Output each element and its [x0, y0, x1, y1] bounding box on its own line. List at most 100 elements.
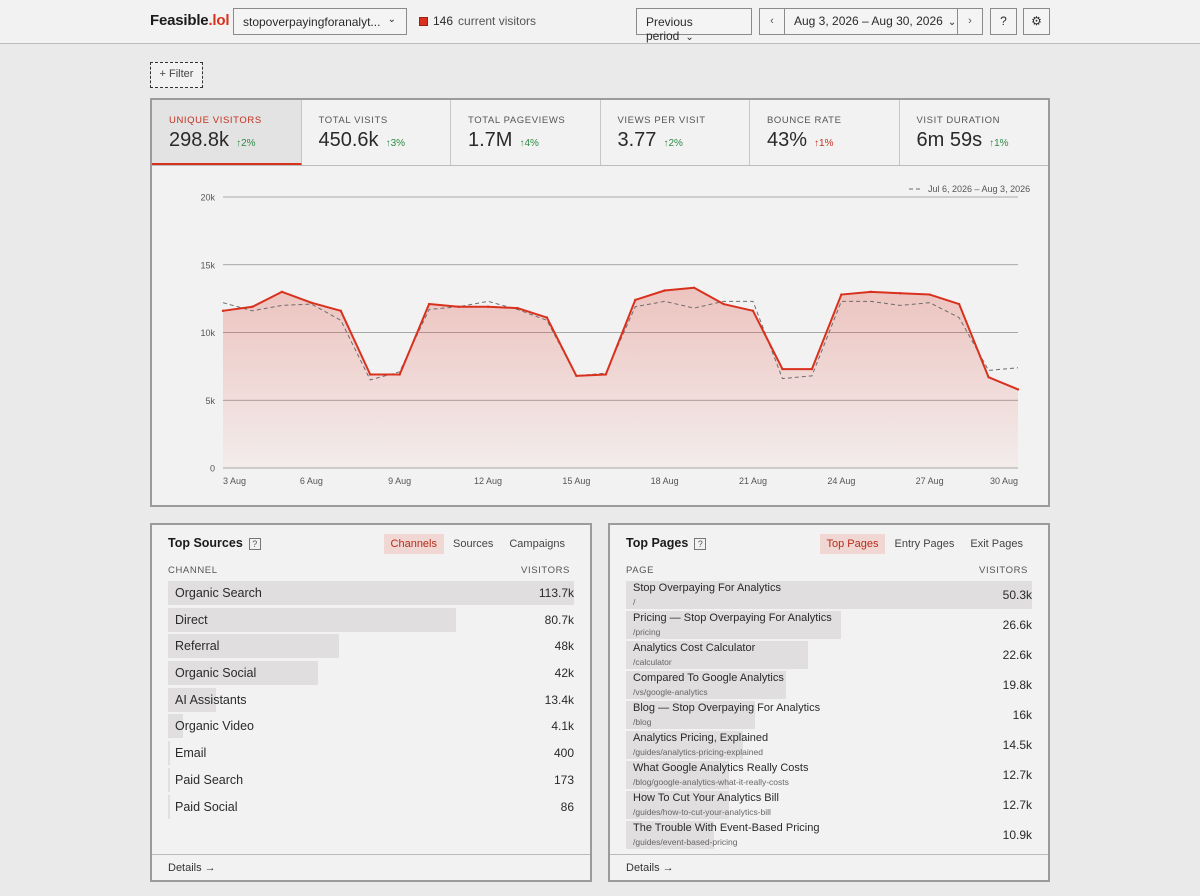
page-row[interactable]: Pricing — Stop Overpaying For Analytics /… [626, 611, 1032, 641]
tab-exit-pages[interactable]: Exit Pages [970, 538, 1023, 550]
stats-row: Unique Visitors 298.8k ↑2% Total Visits 450.… [152, 100, 1048, 166]
gear-icon: ⚙ [1031, 14, 1042, 28]
stat-value-row: 1.7M ↑4% [468, 129, 600, 152]
sources-tabs: Channels Sources Campaigns [383, 534, 572, 554]
source-row[interactable]: AI Assistants 13.4k [168, 687, 574, 715]
site-selector[interactable]: stopoverpayingforanalyt... ⌄ [233, 8, 407, 35]
channel-column-header[interactable]: Channel [168, 565, 218, 576]
tab-sources[interactable]: Sources [453, 538, 494, 550]
source-name: Referral [175, 639, 220, 654]
stat-visit-duration[interactable]: Visit Duration 6m 59s ↑1% [900, 100, 1049, 165]
date-range-select[interactable]: Aug 3, 2026 – Aug 30, 2026 ⌄ [784, 9, 958, 34]
visitors-point [692, 286, 696, 289]
stat-label: Total Pageviews [468, 115, 566, 126]
source-row[interactable]: Direct 80.7k [168, 607, 574, 635]
logo[interactable]: Feasible.lol [150, 12, 230, 29]
next-range-button[interactable]: › [968, 15, 972, 27]
source-name: AI Assistants [175, 692, 247, 707]
page-count: 50.3k [1002, 588, 1032, 602]
source-count: 42k [554, 666, 574, 681]
page-path: /guides/analytics-pricing-explained [633, 747, 763, 757]
stat-views-per-visit[interactable]: Views Per Visit 3.77 ↑2% [601, 100, 750, 165]
source-bar [168, 794, 170, 819]
page-path: / [633, 597, 636, 607]
page-title: Blog — Stop Overpaying For Analytics [633, 702, 821, 714]
page-title: The Trouble With Event-Based Pricing [633, 822, 820, 834]
settings-button[interactable]: ⚙ [1023, 8, 1050, 35]
stat-bounce-rate[interactable]: Bounce Rate 43% ↑1% [750, 100, 900, 165]
visitors-chart: 0 5k 10k 15k 20k 3 Aug 6 Aug 9 Aug 12 Aug 15 Aug 1… [152, 166, 1048, 505]
sources-details-link[interactable]: Details → [152, 854, 590, 880]
page-row[interactable]: Analytics Cost Calculator/calculator 22.6… [626, 641, 1032, 671]
page-bar [626, 701, 756, 729]
x-tick-label: 30 Aug [990, 476, 1018, 486]
source-row[interactable]: Organic Search 113.7k [168, 581, 574, 608]
page-row[interactable]: Compared To Google Analytics/vs/google-a… [626, 671, 1032, 701]
stat-value-row: 3.77 ↑2% [618, 129, 750, 152]
page-title: Stop Overpaying For Analytics [633, 582, 781, 594]
source-row[interactable]: Paid Search 173 [168, 767, 574, 795]
page-path: /pricing [633, 627, 661, 637]
source-name: Direct [175, 612, 208, 627]
source-row[interactable]: Organic Video 4.1k [168, 714, 574, 741]
page-row[interactable]: The Trouble With Event-Based Pricing/gui… [626, 821, 1032, 851]
page-row[interactable]: Analytics Pricing, Explained/guides/anal… [626, 731, 1032, 761]
pages-list: Stop Overpaying For Analytics / 50.3k Prici… [626, 581, 1032, 851]
visitors-area-fill [223, 287, 1018, 468]
stat-total-pageviews[interactable]: Total Pageviews 1.7M ↑4% [451, 100, 601, 165]
source-row[interactable]: Paid Social 86 [168, 794, 574, 822]
tab-campaigns[interactable]: Campaigns [509, 538, 565, 550]
stat-unique-visitors[interactable]: Unique Visitors 298.8k ↑2% [152, 100, 302, 165]
legend-label: Jul 6, 2026 – Aug 3, 2026 [928, 184, 1030, 194]
add-filter-button[interactable]: + Filter [150, 62, 203, 88]
previous-range-button[interactable]: ‹ [770, 15, 774, 27]
page-row[interactable]: How To Cut Your Analytics Bill/guides/ho… [626, 791, 1032, 821]
page-row[interactable]: What Google Analytics Really Costs/blog/… [626, 761, 1032, 791]
visitors-column-header[interactable]: Visitors [979, 565, 1028, 576]
help-button[interactable]: ? [990, 8, 1017, 35]
page-count: 14.5k [1002, 738, 1032, 752]
tab-top-pages[interactable]: Top Pages [819, 534, 886, 554]
tab-entry-pages[interactable]: Entry Pages [894, 538, 955, 550]
page-path: /guides/event-based-pricing [633, 837, 738, 847]
visitors-point [369, 373, 372, 376]
source-count: 86 [560, 799, 574, 814]
stat-total-visits[interactable]: Total Visits 450.6k ↑3% [302, 100, 451, 165]
help-icon[interactable]: ? [694, 538, 707, 550]
page-bar [626, 731, 744, 759]
help-icon[interactable]: ? [248, 538, 261, 550]
source-name: Organic Social [175, 666, 257, 681]
source-count: 113.7k [538, 586, 574, 600]
sources-list: Organic Search 113.7k Direct 80.7k Referral 4… [168, 581, 574, 821]
visitors-point [486, 305, 490, 308]
visitors-point [987, 376, 990, 379]
source-count: 80.7k [544, 612, 574, 627]
visitors-point [339, 309, 342, 313]
visitors-point [928, 293, 931, 296]
visitors-point [869, 290, 872, 294]
source-count: 4.1k [551, 719, 574, 734]
visitors-point [310, 301, 313, 304]
source-name: Organic Video [175, 719, 254, 734]
date-range-picker: ‹ Aug 3, 2026 – Aug 30, 2026 ⌄ › [759, 8, 983, 35]
tab-channels[interactable]: Channels [383, 534, 444, 554]
source-row[interactable]: Referral 48k [168, 634, 574, 661]
visitors-column-header[interactable]: Visitors [521, 565, 570, 576]
visitors-point [280, 290, 284, 294]
compare-period-select[interactable]: Previous period ⌄ [636, 8, 752, 43]
pages-tabs: Top Pages Entry Pages Exit Pages [819, 534, 1031, 554]
page-row[interactable]: Blog — Stop Overpaying For Analytics/blo… [626, 701, 1032, 731]
site-name: stopoverpayingforanalyt... [243, 15, 381, 29]
source-name: Paid Search [175, 772, 244, 787]
pages-details-link[interactable]: Details → [610, 854, 1048, 880]
page-row[interactable]: Stop Overpaying For Analytics / 50.3k [626, 581, 1032, 611]
page-column-header[interactable]: Page [626, 565, 655, 576]
current-visitors[interactable]: 146 current visitors [419, 14, 536, 28]
x-tick-label: 24 Aug [827, 476, 855, 486]
source-count: 173 [553, 772, 574, 787]
source-row[interactable]: Organic Social 42k [168, 661, 574, 688]
source-row[interactable]: Email 400 [168, 741, 574, 768]
source-bar [168, 607, 457, 632]
visitors-point [663, 289, 666, 292]
visitors-point [575, 374, 578, 378]
